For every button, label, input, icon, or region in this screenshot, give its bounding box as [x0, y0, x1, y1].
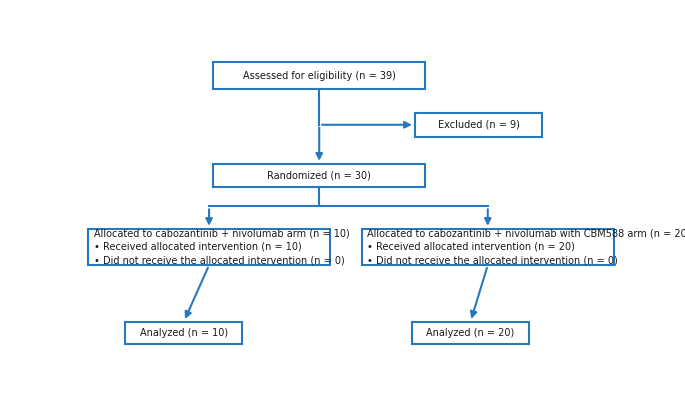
FancyBboxPatch shape	[213, 62, 425, 89]
FancyBboxPatch shape	[412, 322, 529, 344]
Text: Randomized (n = 30): Randomized (n = 30)	[267, 171, 371, 180]
Text: Allocated to cabozantinib + nivolumab with CBM588 arm (n = 20)
• Received alloca: Allocated to cabozantinib + nivolumab wi…	[367, 229, 685, 265]
Text: Assessed for eligibility (n = 39): Assessed for eligibility (n = 39)	[242, 70, 396, 81]
FancyBboxPatch shape	[88, 229, 329, 265]
FancyBboxPatch shape	[414, 113, 543, 137]
FancyBboxPatch shape	[125, 322, 242, 344]
Text: Analyzed (n = 20): Analyzed (n = 20)	[426, 328, 514, 338]
Text: Excluded (n = 9): Excluded (n = 9)	[438, 120, 519, 130]
Text: Allocated to cabozantinib + nivolumab arm (n = 10)
• Received allocated interven: Allocated to cabozantinib + nivolumab ar…	[94, 229, 349, 265]
FancyBboxPatch shape	[213, 164, 425, 187]
FancyBboxPatch shape	[362, 229, 614, 265]
Text: Analyzed (n = 10): Analyzed (n = 10)	[140, 328, 228, 338]
